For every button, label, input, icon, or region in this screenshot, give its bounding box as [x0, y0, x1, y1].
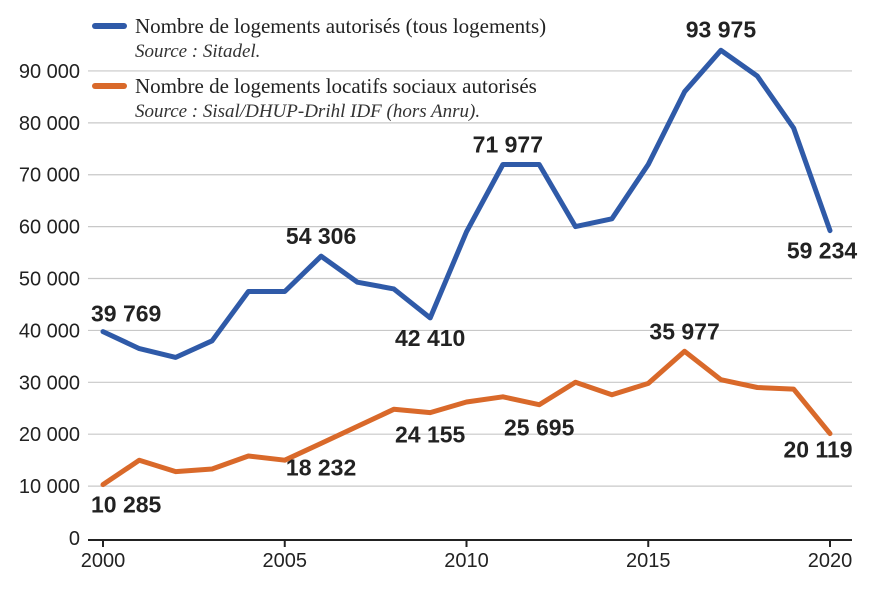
y-tick-label: 50 000: [19, 269, 80, 291]
data-label: 54 306: [286, 223, 356, 249]
data-labels: 39 769 54 306 42 410 71 977 93 975 59 234 10 2…: [91, 16, 857, 517]
series-line-1: [100, 47, 833, 360]
y-tick-label: 10 000: [19, 476, 80, 498]
y-tick-label: 90 000: [19, 61, 80, 83]
x-tick-label: 2015: [626, 550, 671, 572]
data-label: 25 695: [504, 415, 575, 441]
x-tick-label: 2010: [444, 550, 489, 572]
legend-source-2: Source : Sisal/DHUP-Drihl IDF (hors Anru…: [135, 101, 480, 122]
data-label: 35 977: [649, 318, 719, 344]
data-label: 59 234: [787, 238, 858, 264]
y-tick-label: 80 000: [19, 113, 80, 135]
data-label: 10 285: [91, 492, 162, 518]
series-lines: [100, 47, 833, 488]
x-tick-label: 2020: [808, 550, 853, 572]
gridlines: [88, 70, 852, 487]
x-axis-tick-labels: 2000 2005 2010 2015 2020: [81, 540, 853, 572]
data-label: 20 119: [783, 437, 852, 463]
y-tick-label: 60 000: [19, 217, 80, 239]
legend-label-2: Nombre de logements locatifs sociaux aut…: [135, 74, 537, 98]
y-tick-label: 40 000: [19, 320, 80, 342]
y-axis-tick-labels: 0 10 000 20 000 30 000 40 000 50 000 60 000 70 …: [19, 61, 80, 550]
legend-source-1: Source : Sitadel.: [135, 41, 260, 62]
y-tick-label: 0: [69, 528, 80, 550]
y-tick-label: 30 000: [19, 372, 80, 394]
x-tick-label: 2005: [263, 550, 308, 572]
data-label: 24 155: [395, 422, 466, 448]
data-label: 39 769: [91, 301, 161, 327]
legend-label-1: Nombre de logements autorisés (tous loge…: [135, 14, 546, 38]
series-line-2: [100, 348, 833, 488]
y-tick-label: 70 000: [19, 165, 80, 187]
data-label: 71 977: [473, 131, 543, 157]
legend: Nombre de logements autorisés (tous loge…: [92, 14, 546, 122]
data-label: 93 975: [686, 16, 757, 42]
y-tick-label: 20 000: [19, 424, 80, 446]
data-label: 42 410: [395, 325, 465, 351]
x-tick-label: 2000: [81, 550, 126, 572]
data-label: 18 232: [286, 454, 356, 480]
